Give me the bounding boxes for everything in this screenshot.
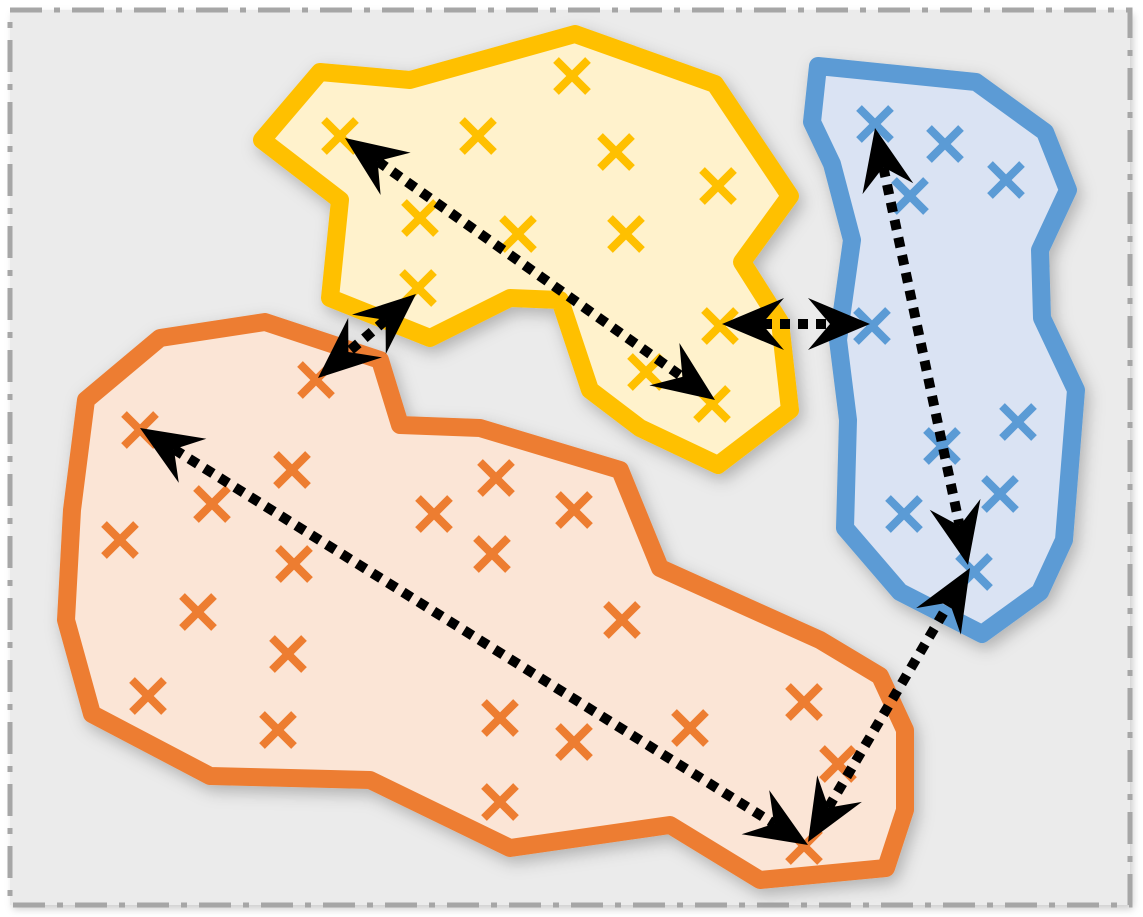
orange-cluster-point [785, 683, 823, 721]
orange-cluster-region [57, 313, 914, 889]
yellow-cluster-point [459, 117, 497, 155]
orange-cluster-point [415, 495, 453, 533]
orange-cluster-point [273, 451, 311, 489]
yellow-cluster-point [699, 167, 737, 205]
orange-cluster-point [129, 677, 167, 715]
orange-cluster-point [179, 593, 217, 631]
yellow-diameter-arrow [345, 138, 715, 400]
distance-arrows [140, 128, 981, 845]
yellow-cluster-point [499, 215, 537, 253]
yellow-cluster-point [701, 307, 739, 345]
orange-cluster-point [101, 521, 139, 559]
orange-cluster-point [481, 699, 519, 737]
orange-cluster-point [481, 783, 519, 821]
orange-cluster-point [259, 711, 297, 749]
yellow-cluster-point [597, 133, 635, 171]
blue-cluster-point [999, 403, 1037, 441]
yellow-orange-gap-arrow [318, 294, 416, 378]
blue-cluster-point [926, 125, 964, 163]
orange-cluster-point [555, 723, 593, 761]
orange-cluster-point [269, 635, 307, 673]
orange-blue-gap-arrow [808, 568, 970, 842]
data-points [101, 57, 1037, 865]
yellow-cluster-point [607, 215, 645, 253]
orange-cluster-point [555, 491, 593, 529]
blue-cluster-point [853, 307, 891, 345]
orange-cluster-point [473, 535, 511, 573]
blue-cluster-point [891, 177, 929, 215]
orange-cluster-point [603, 601, 641, 639]
blue-cluster-point [856, 105, 894, 143]
orange-cluster-point [193, 485, 231, 523]
orange-cluster-point [275, 545, 313, 583]
blue-cluster-point [885, 495, 923, 533]
yellow-blue-gap-arrow [722, 298, 870, 350]
blue-cluster-point [923, 427, 961, 465]
yellow-cluster-point [401, 199, 439, 237]
blue-cluster-region [803, 57, 1085, 643]
orange-diameter-arrow [140, 428, 808, 845]
dash-dot-frame [7, 7, 1133, 908]
blue-diameter-arrow [862, 128, 981, 565]
orange-cluster-point [477, 459, 515, 497]
yellow-cluster-point [553, 57, 591, 95]
orange-cluster-point [671, 709, 709, 747]
blue-cluster-point [987, 161, 1025, 199]
blue-cluster-point [981, 475, 1019, 513]
